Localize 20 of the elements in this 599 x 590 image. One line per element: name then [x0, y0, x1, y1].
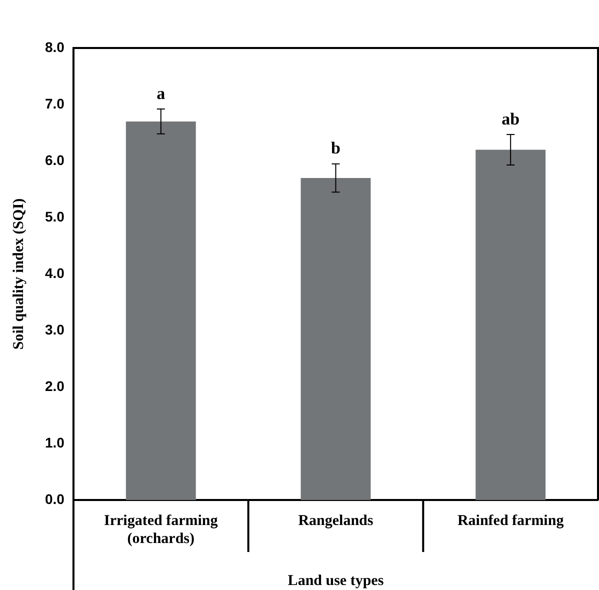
y-tick-label: 1.0 [44, 434, 65, 450]
bar [126, 121, 196, 500]
y-tick-label: 2.0 [44, 378, 65, 394]
annotation: b [330, 138, 340, 158]
x-tick-label: Irrigated farming (orchards) [104, 512, 218, 547]
x-tick-label: Rainfed farming [457, 512, 564, 529]
annotation: a [156, 84, 166, 103]
y-tick-label: 8.0 [44, 38, 65, 55]
bar [300, 178, 371, 500]
annotation: ab [502, 109, 520, 128]
y-tick-label: 6.0 [44, 152, 65, 168]
y-axis-title: Soil quality index (SQI) [10, 198, 27, 350]
y-tick-label: 3.0 [44, 321, 65, 338]
y-tick-label: 7.0 [44, 95, 65, 112]
x-axis-title: Land use types [288, 572, 384, 589]
x-tick-label: Rangelands [298, 512, 374, 529]
y-tick-label: 4.0 [44, 264, 65, 281]
y-tick-label: 0.0 [44, 490, 65, 507]
bar [476, 150, 546, 500]
y-tick-label: 5.0 [44, 208, 65, 224]
